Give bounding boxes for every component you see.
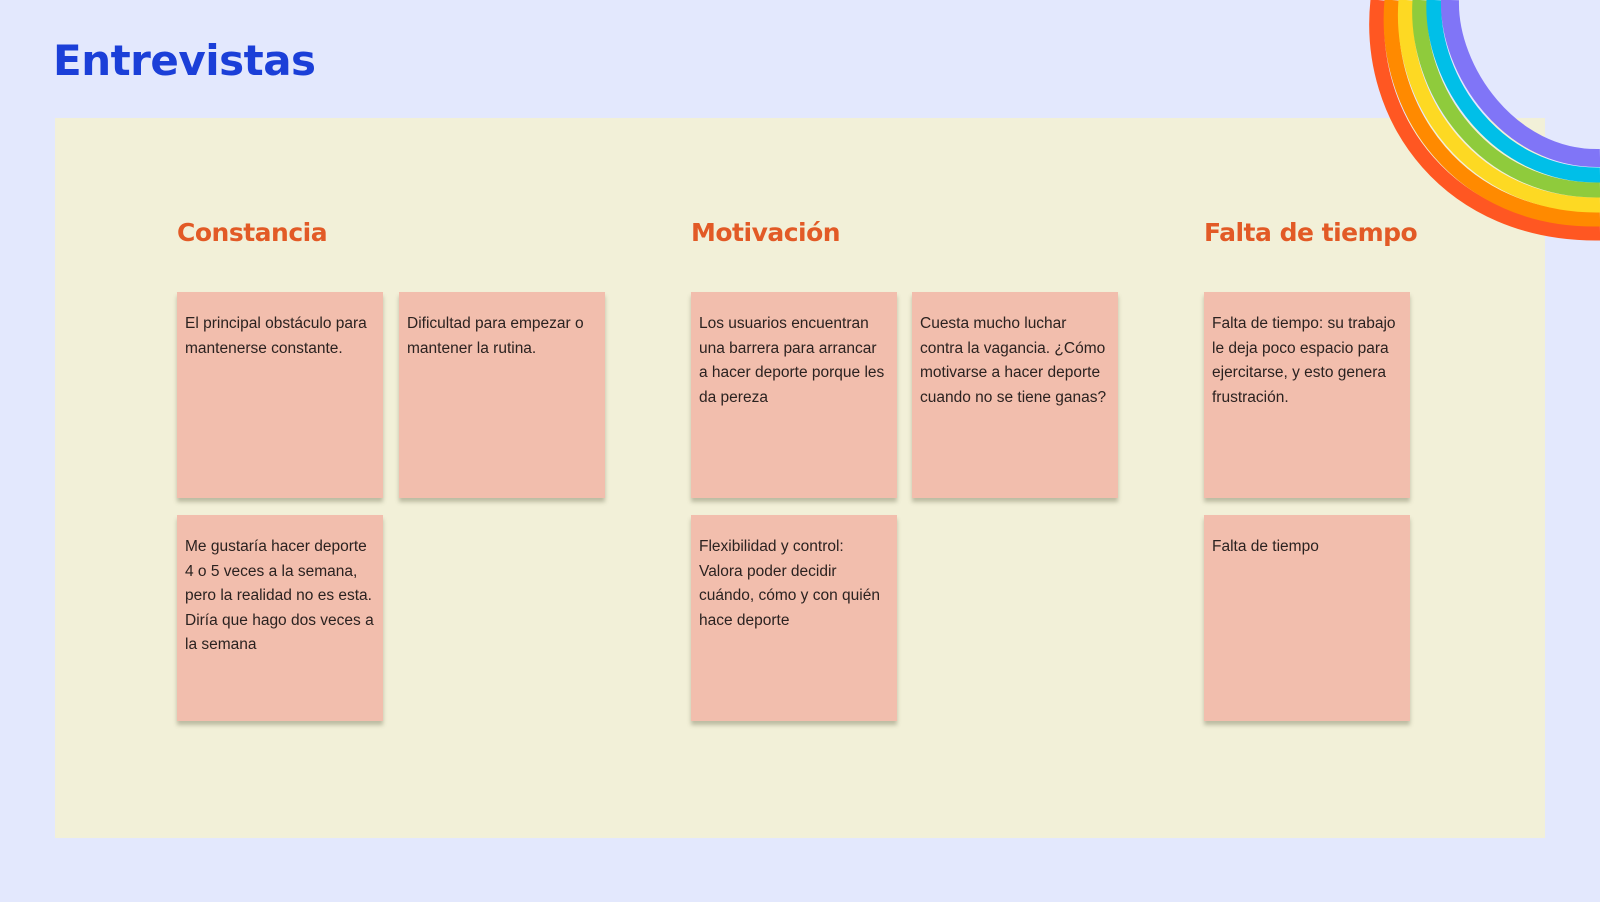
sticky-note[interactable]: Dificultad para empezar o mantener la ru…	[399, 292, 605, 498]
column-heading: Falta de tiempo	[1204, 218, 1418, 247]
column-constancia: Constancia	[177, 218, 328, 247]
sticky-note[interactable]: Cuesta mucho luchar contra la vagancia. …	[912, 292, 1118, 498]
sticky-note[interactable]: Los usuarios encuentran una barrera para…	[691, 292, 897, 498]
page-title: Entrevistas	[53, 36, 316, 85]
sticky-note[interactable]: Falta de tiempo: su trabajo le deja poco…	[1204, 292, 1410, 498]
sticky-note[interactable]: Flexibilidad y control: Valora poder dec…	[691, 515, 897, 721]
column-heading: Motivación	[691, 218, 841, 247]
column-heading: Constancia	[177, 218, 328, 247]
column-falta-de-tiempo: Falta de tiempo	[1204, 218, 1418, 247]
sticky-note[interactable]: El principal obstáculo para mantenerse c…	[177, 292, 383, 498]
column-motivacion: Motivación	[691, 218, 841, 247]
sticky-note[interactable]: Falta de tiempo	[1204, 515, 1410, 721]
sticky-note[interactable]: Me gustaría hacer deporte 4 o 5 veces a …	[177, 515, 383, 721]
